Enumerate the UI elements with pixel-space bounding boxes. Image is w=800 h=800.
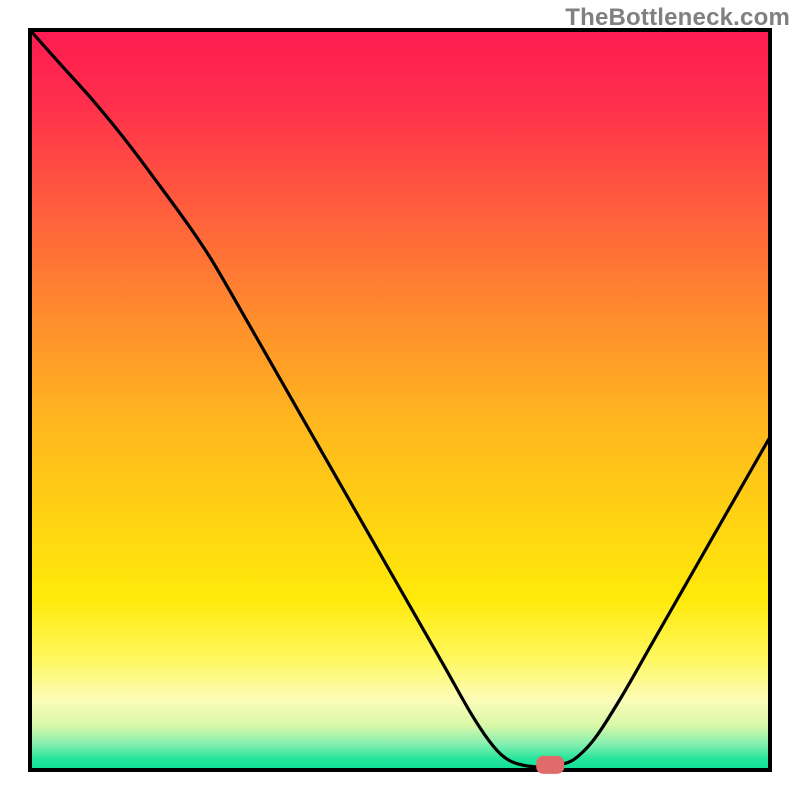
chart-background: [30, 30, 770, 770]
optimal-marker: [536, 756, 564, 774]
bottleneck-chart: [0, 0, 800, 800]
watermark-text: TheBottleneck.com: [565, 4, 790, 32]
